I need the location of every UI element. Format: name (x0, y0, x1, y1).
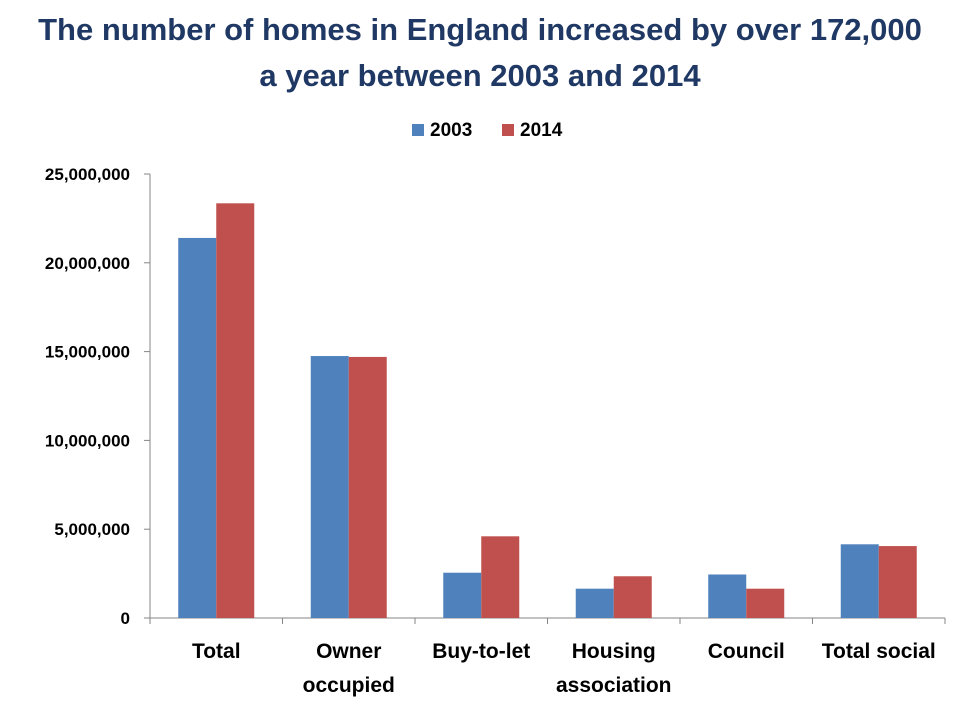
legend: 2003 2014 (412, 120, 563, 141)
bar-2014-buy-to-let (481, 536, 520, 618)
y-tick-label: 20,000,000 (45, 254, 130, 273)
bars (178, 203, 917, 618)
legend-label-2003: 2003 (430, 120, 472, 141)
legend-swatch-2003 (412, 124, 424, 136)
x-tick-label: Council (708, 640, 785, 663)
bar-2003-total-social (840, 544, 879, 618)
y-tick-label: 15,000,000 (45, 343, 130, 362)
y-tick-label: 10,000,000 (45, 431, 130, 450)
bar-2014-council (746, 588, 785, 618)
bar-2003-council (708, 574, 747, 618)
x-tick-label: Owner occupied (303, 640, 395, 697)
y-tick-label: 5,000,000 (54, 520, 130, 539)
x-tick-label: Buy-to-let (432, 640, 530, 663)
legend-swatch-2014 (502, 124, 514, 136)
x-axis: Total Owner occupied Buy-to-let Housing assoc… (149, 617, 946, 697)
chart-title-line-2: a year between 2003 and 2014 (259, 58, 701, 93)
bar-2003-buy-to-let (443, 572, 482, 618)
bar-2003-housing-association (575, 588, 614, 618)
bar-2014-housing-association (613, 576, 652, 618)
y-tick-label: 0 (121, 609, 130, 628)
legend-label-2014: 2014 (520, 120, 563, 141)
x-tick-label: Total social (822, 640, 936, 663)
bar-2014-total (216, 203, 255, 618)
chart-title-line-1: The number of homes in England increased… (38, 12, 922, 47)
bar-2003-owner-occupied (310, 356, 349, 618)
y-tick-label: 25,000,000 (45, 165, 130, 184)
bar-2014-total-social (878, 546, 917, 618)
x-tick-label: Housing association (556, 640, 672, 697)
x-tick-label: Total (192, 640, 241, 663)
bar-2003-total (178, 237, 217, 618)
bar-2014-owner-occupied (348, 356, 387, 618)
y-axis: 0 5,000,000 10,000,000 15,000,000 20,000,000… (45, 165, 151, 628)
